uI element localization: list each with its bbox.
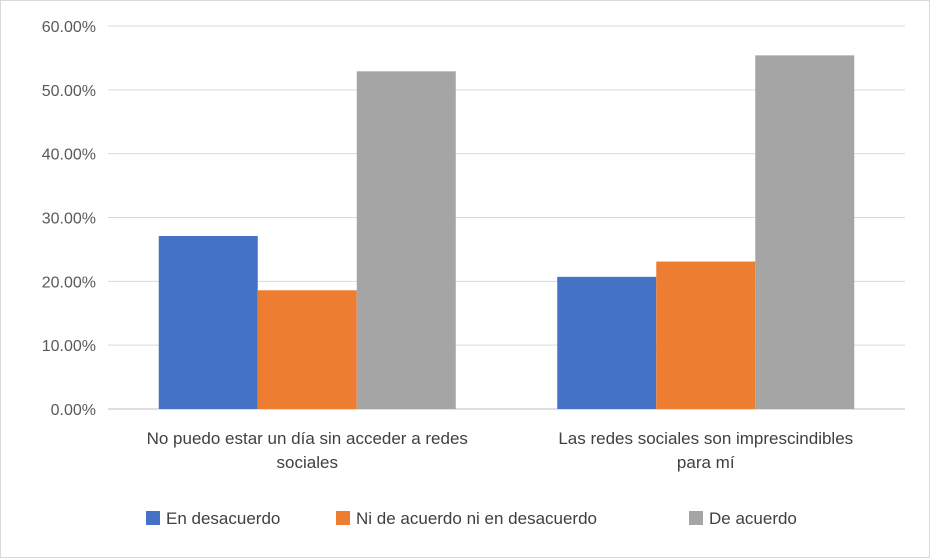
x-category-label: para mí <box>677 453 735 472</box>
y-tick-label: 30.00% <box>42 211 96 228</box>
bar <box>158 236 258 409</box>
legend-swatch <box>689 511 703 525</box>
y-tick-label: 50.00% <box>42 83 96 100</box>
x-category-label: Las redes sociales son imprescindibles <box>558 429 853 448</box>
y-tick-label: 60.00% <box>42 19 96 36</box>
y-tick-label: 0.00% <box>51 402 96 419</box>
legend-label: De acuerdo <box>709 509 797 528</box>
legend-label: Ni de acuerdo ni en desacuerdo <box>356 509 597 528</box>
bar <box>356 71 456 410</box>
x-axis-category-labels: No puedo estar un día sin acceder a rede… <box>147 429 854 472</box>
legend-swatch <box>146 511 160 525</box>
bar <box>257 290 357 409</box>
y-axis-tick-labels: 0.00% 10.00% 20.00% 30.00% 40.00% 50.00% 60.00… <box>42 19 96 419</box>
x-category-label: sociales <box>277 453 338 472</box>
y-tick-label: 40.00% <box>42 147 96 164</box>
legend-label: En desacuerdo <box>166 509 280 528</box>
y-tick-label: 10.00% <box>42 338 96 355</box>
bar <box>656 261 756 409</box>
legend-swatch <box>336 511 350 525</box>
y-tick-label: 20.00% <box>42 274 96 291</box>
legend: En desacuerdo Ni de acuerdo ni en desacue… <box>146 509 797 528</box>
bar <box>755 55 855 409</box>
x-category-label: No puedo estar un día sin acceder a rede… <box>147 429 468 448</box>
bar <box>557 276 657 409</box>
bars <box>158 55 855 410</box>
